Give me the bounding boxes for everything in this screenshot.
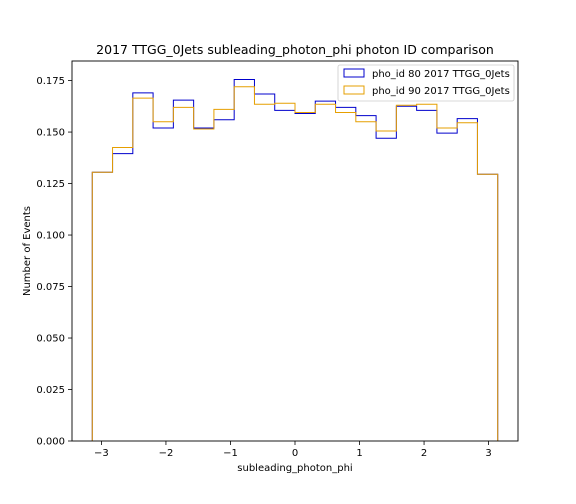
y-tick-label: 0.125 [36, 179, 65, 190]
x-tick-label: −2 [159, 448, 174, 459]
y-axis-label: Number of Events [22, 206, 33, 296]
x-tick-label: 1 [356, 448, 362, 459]
y-axis: 0.000 0.025 0.050 0.075 0.100 0.125 0.150 0.175 [36, 76, 72, 448]
legend-label-pho-id-90: pho_id 90 2017 TTGG_0Jets [372, 86, 510, 97]
legend-swatch-pho-id-80 [343, 68, 365, 78]
chart-title: 2017 TTGG_0Jets subleading_photon_phi ph… [96, 42, 494, 57]
x-tick-label: 3 [485, 448, 491, 459]
y-tick-label: 0.075 [36, 282, 65, 293]
y-tick-label: 0.050 [36, 334, 65, 345]
legend-frame [337, 64, 515, 102]
histogram-step-series-0 [91, 79, 499, 441]
y-tick-label: 0.175 [36, 76, 65, 87]
y-tick-label: 0.100 [36, 231, 65, 242]
legend: pho_id 80 2017 TTGG_0Jets pho_id 90 2017… [337, 64, 515, 102]
y-tick-label: 0.025 [36, 385, 65, 396]
x-tick-label: −3 [94, 448, 109, 459]
legend-label-pho-id-80: pho_id 80 2017 TTGG_0Jets [372, 69, 510, 80]
x-tick-label: −1 [223, 448, 238, 459]
plot-area [91, 79, 499, 441]
y-tick-label: 0.000 [36, 437, 65, 448]
legend-swatch-pho-id-90 [343, 85, 365, 95]
y-tick-label: 0.150 [36, 128, 65, 139]
plot-frame [71, 60, 519, 442]
histogram-step-series-1 [91, 86, 499, 441]
x-tick-label: 2 [421, 448, 427, 459]
x-tick-label: 0 [292, 448, 298, 459]
x-axis: −3 −2 −1 0 1 2 3 [94, 441, 492, 459]
x-axis-label: subleading_photon_phi [237, 463, 352, 474]
